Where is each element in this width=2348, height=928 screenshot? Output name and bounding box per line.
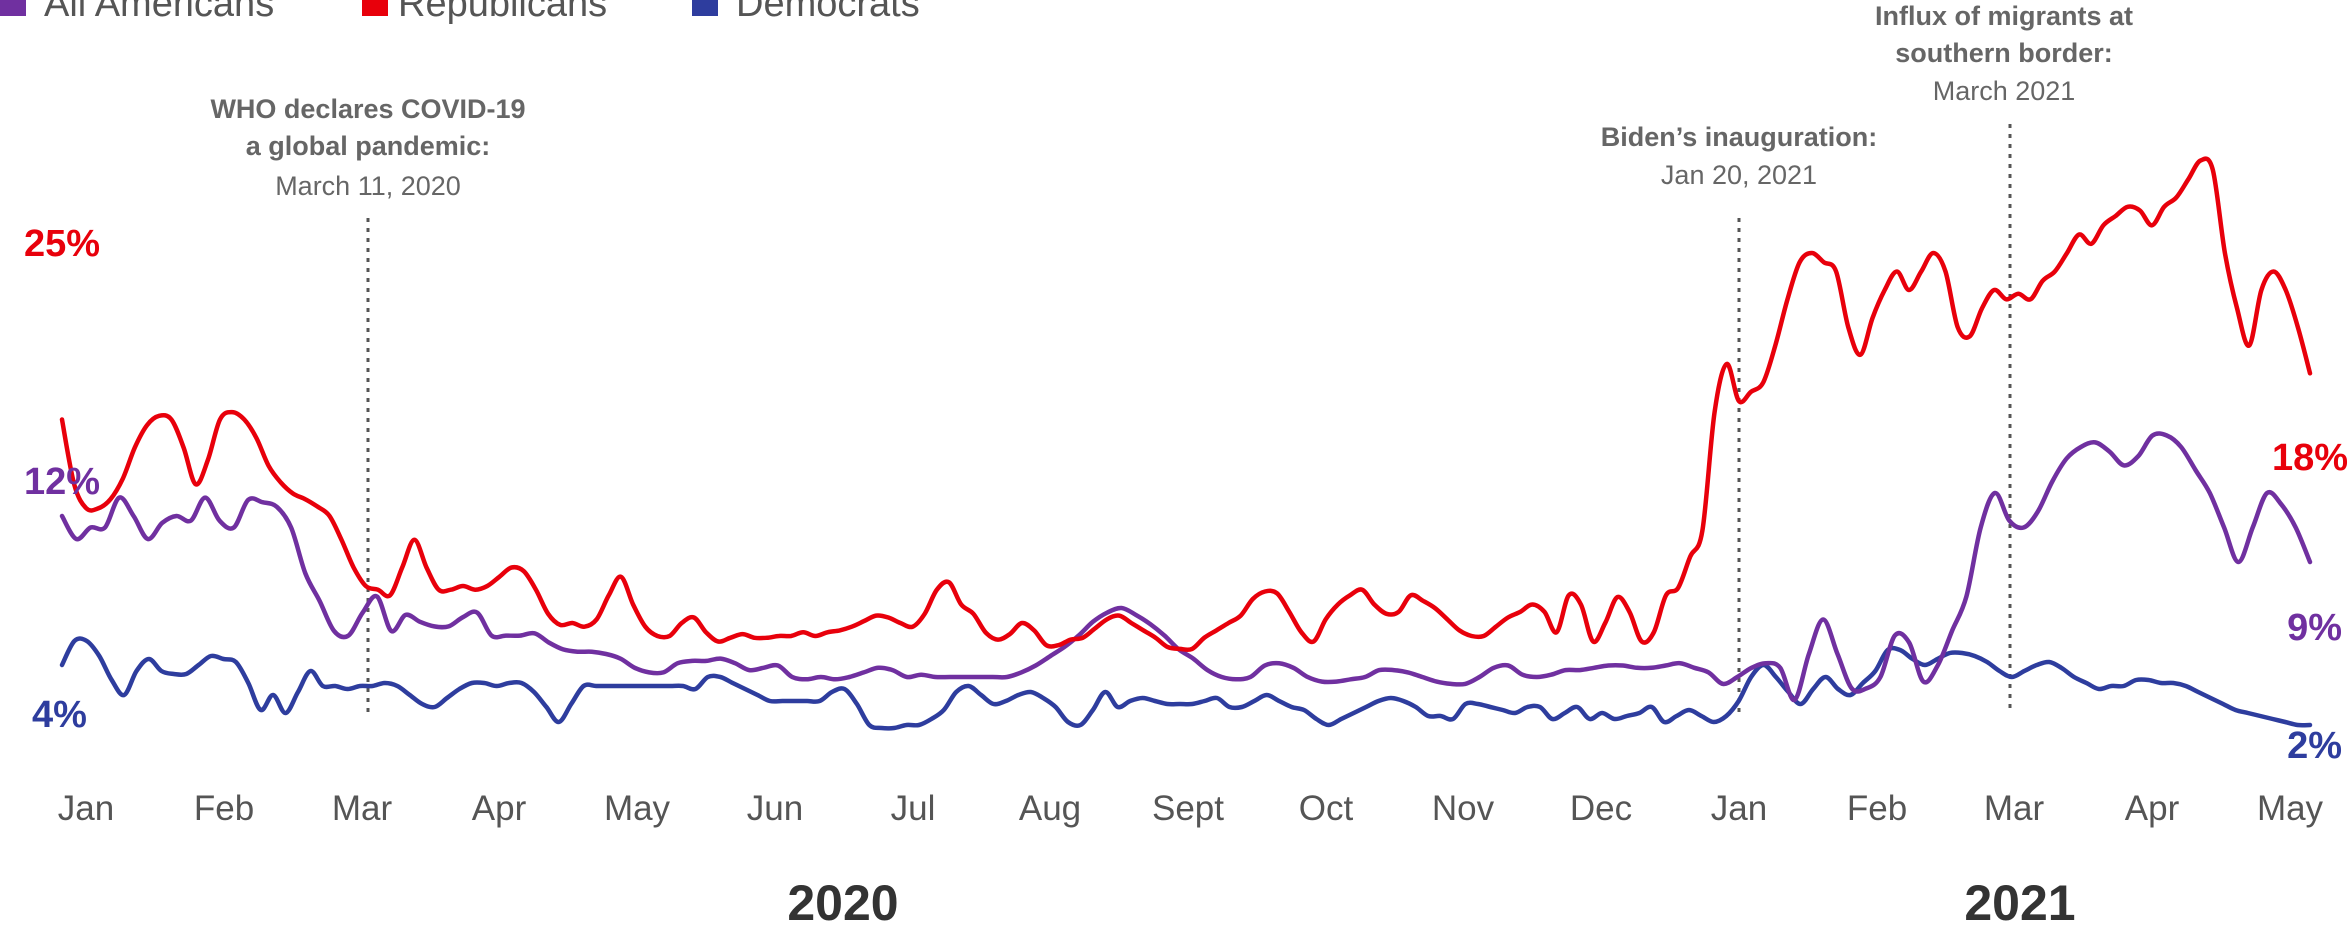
x-tick-label: Nov	[1432, 789, 1495, 828]
inauguration-annotation-date: Jan 20, 2021	[1661, 160, 1817, 190]
x-tick-label: Dec	[1570, 789, 1632, 828]
covid-annotation-date: March 11, 2020	[275, 171, 461, 201]
x-tick-label: May	[2257, 789, 2324, 828]
covid-annotation-title-1: WHO declares COVID-19	[210, 94, 525, 124]
republicans-start-label: 25%	[24, 223, 100, 265]
x-tick-label: Apr	[472, 789, 527, 828]
legend-swatch-democrats	[692, 0, 718, 16]
republicans-end-label: 18%	[2272, 437, 2348, 479]
series-line-republicans	[59, 156, 2313, 653]
series-lines	[59, 156, 2313, 731]
year-label-2021: 2021	[1964, 875, 2075, 928]
x-tick-label: Feb	[1847, 789, 1907, 828]
x-tick-label: Oct	[1299, 789, 1354, 828]
x-tick-label: Jan	[1711, 789, 1767, 828]
x-tick-label: Mar	[332, 789, 393, 828]
covid-annotation-title-2: a global pandemic:	[246, 131, 491, 161]
year-label-2020: 2020	[787, 875, 898, 928]
x-tick-label: Aug	[1019, 789, 1081, 828]
x-tick-label: Jan	[58, 789, 114, 828]
democrats-end-label: 2%	[2287, 725, 2342, 767]
all-americans-end-label: 9%	[2287, 607, 2342, 649]
x-tick-label: Apr	[2125, 789, 2180, 828]
all-americans-start-label: 12%	[24, 461, 100, 503]
x-tick-label: Sept	[1152, 789, 1224, 828]
border-annotation-title-2: southern border:	[1895, 38, 2113, 68]
annotations: WHO declares COVID-19 a global pandemic:…	[210, 1, 2133, 712]
x-tick-label: Feb	[194, 789, 254, 828]
series-line-democrats	[59, 636, 2313, 731]
value-labels: 25% 12% 4% 18% 9% 2%	[24, 223, 2348, 767]
x-axis-ticks: Jan Feb Mar Apr May Jun Jul Aug Sept Oct…	[58, 789, 2324, 828]
legend-label-all-americans: All Americans	[44, 0, 274, 25]
x-tick-label: Jun	[747, 789, 803, 828]
legend-label-democrats: Democrats	[736, 0, 920, 25]
border-annotation-date: March 2021	[1933, 76, 2076, 106]
legend: All Americans Republicans Democrats	[0, 0, 920, 25]
x-tick-label: Mar	[1984, 789, 2045, 828]
legend-label-republicans: Republicans	[398, 0, 607, 25]
series-line-all-americans	[59, 431, 2313, 703]
legend-swatch-republicans	[362, 0, 388, 16]
border-annotation-title-1: Influx of migrants at	[1875, 1, 2133, 31]
x-tick-label: Jul	[891, 789, 936, 828]
democrats-start-label: 4%	[32, 694, 87, 736]
x-tick-label: May	[604, 789, 671, 828]
inauguration-annotation-title: Biden’s inauguration:	[1601, 122, 1878, 152]
legend-swatch-all-americans	[0, 0, 26, 16]
